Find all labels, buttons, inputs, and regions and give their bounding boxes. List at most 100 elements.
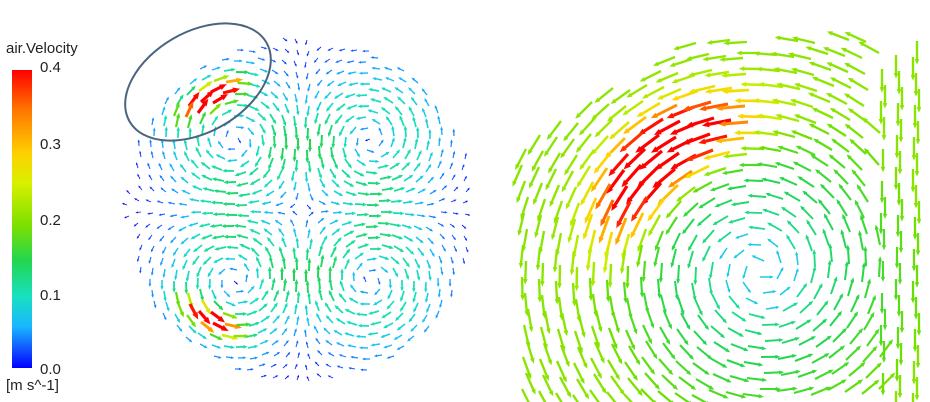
vector-arrowhead: [344, 118, 350, 123]
vector-arrowhead: [396, 149, 401, 154]
vector-arrowhead: [224, 257, 229, 261]
velocity-vector: [744, 329, 761, 335]
velocity-vector: [657, 390, 673, 402]
vector-arrowhead: [327, 375, 331, 378]
vector-arrowhead: [912, 346, 918, 352]
vector-arrowhead: [406, 161, 411, 167]
vector-arrowhead: [307, 257, 312, 263]
velocity-vector: [697, 314, 709, 329]
vector-arrowhead: [287, 351, 291, 355]
vector-arrowhead: [333, 95, 339, 99]
vector-arrowhead: [847, 77, 854, 83]
velocity-vector: [803, 191, 818, 204]
vector-arrowhead: [761, 177, 767, 182]
vector-arrowhead: [284, 61, 287, 65]
vector-arrowhead: [813, 138, 819, 144]
velocity-vector: [795, 253, 799, 266]
vector-arrowhead: [842, 213, 847, 220]
vector-arrowhead: [347, 164, 352, 169]
vector-arrowhead: [254, 356, 259, 360]
vector-arrowhead: [265, 246, 269, 252]
vector-arrowhead: [442, 198, 446, 201]
velocity-vector: [875, 226, 882, 246]
vector-arrowhead: [261, 141, 265, 147]
vector-arrowhead: [156, 200, 160, 203]
velocity-vector: [622, 163, 643, 186]
velocity-vector: [734, 249, 745, 258]
velocity-vector: [746, 211, 763, 214]
vector-arrowhead: [669, 129, 678, 135]
velocity-vector: [812, 319, 827, 332]
vector-arrowhead: [767, 238, 772, 243]
vector-arrowhead: [807, 92, 814, 98]
vector-arrowhead: [826, 62, 833, 67]
vector-arrowhead: [263, 328, 268, 332]
velocity-vector: [799, 301, 813, 314]
velocity-vector: [729, 217, 746, 224]
velocity-vector: [743, 147, 765, 151]
vector-arrowhead: [190, 210, 195, 214]
vector-arrowhead: [733, 254, 738, 259]
vector-arrowhead: [575, 113, 581, 119]
velocity-vector: [810, 386, 829, 397]
vector-arrowhead: [422, 214, 426, 218]
vector-arrowhead: [195, 146, 200, 152]
vector-arrowhead: [776, 249, 780, 255]
vector-arrowhead: [421, 88, 425, 92]
velocity-vector: [761, 146, 782, 153]
vector-arrowhead: [203, 65, 208, 69]
vector-arrowhead: [452, 225, 456, 228]
velocity-vector: [780, 370, 799, 377]
vector-arrowhead: [363, 275, 366, 279]
vector-arrowhead: [276, 314, 281, 320]
vector-arrowhead: [170, 239, 174, 244]
vector-arrowhead: [284, 39, 288, 42]
vector-arrowhead: [427, 265, 431, 270]
velocity-vector: [516, 180, 527, 201]
velocity-vector: [592, 135, 609, 154]
vector-arrowhead: [738, 66, 745, 72]
vector-arrowhead: [824, 353, 830, 358]
vector-arrowhead: [305, 247, 310, 253]
vector-arrowhead: [855, 293, 860, 300]
vector-arrowhead: [196, 273, 200, 278]
vector-arrowhead: [846, 244, 851, 250]
vector-arrowhead: [795, 251, 799, 256]
vector-arrowhead: [744, 210, 749, 215]
vector-arrowhead: [703, 154, 710, 160]
vector-arrowhead: [735, 304, 740, 310]
velocity-vector: [631, 196, 649, 220]
vector-arrowhead: [324, 120, 329, 125]
vector-arrowhead: [369, 98, 375, 102]
velocity-vector: [714, 309, 727, 323]
vector-arrowhead: [260, 278, 264, 283]
vector-arrowhead: [626, 92, 633, 98]
vector-arrowhead: [309, 238, 313, 243]
vector-arrowhead: [322, 226, 326, 231]
vector-arrowhead: [740, 81, 747, 87]
vector-arrowhead: [802, 190, 808, 196]
vector-arrowhead: [398, 199, 403, 203]
vector-arrowhead: [394, 273, 399, 278]
vector-arrowhead: [294, 256, 299, 262]
vector-arrowhead: [203, 345, 208, 349]
vector-arrowhead: [434, 104, 438, 109]
velocity-vector: [709, 38, 731, 44]
vector-arrowhead: [378, 192, 383, 196]
velocity-vector: [630, 212, 645, 237]
velocity-vector: [708, 389, 727, 399]
vector-arrowhead: [357, 324, 362, 328]
vector-arrowhead: [743, 347, 749, 352]
vector-arrowhead: [159, 238, 163, 242]
vector-arrowhead: [650, 323, 655, 329]
vector-arrowhead: [880, 276, 886, 282]
vector-arrowhead: [367, 109, 372, 113]
vector-arrowhead: [151, 294, 154, 298]
vector-arrowhead: [295, 237, 299, 242]
vector-arrowhead: [619, 145, 627, 153]
vector-arrowhead: [413, 308, 417, 313]
velocity-vector: [547, 120, 562, 139]
vector-arrowhead: [307, 353, 310, 357]
velocity-vector: [829, 155, 846, 169]
vector-arrowhead: [837, 310, 843, 316]
